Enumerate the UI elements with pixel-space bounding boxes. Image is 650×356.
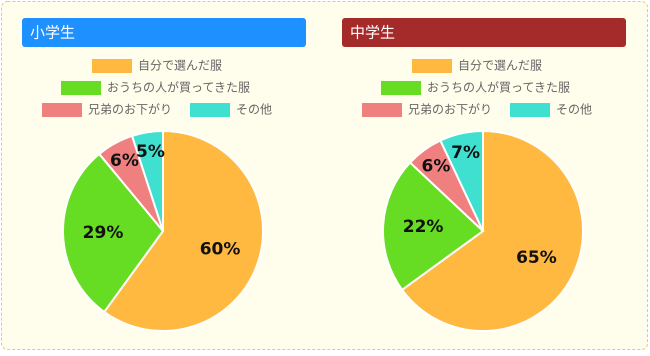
pie-slice bbox=[439, 129, 484, 232]
header bbox=[22, 18, 306, 47]
legend-label: その他 bbox=[236, 103, 272, 117]
legend-label: その他 bbox=[556, 103, 592, 117]
legend-label: 兄弟のお下がり bbox=[408, 102, 492, 117]
header bbox=[342, 18, 626, 47]
pie-slice bbox=[62, 152, 165, 314]
pie-slice bbox=[400, 129, 584, 332]
data-label: 6% bbox=[422, 156, 451, 176]
legend-label: 兄弟のお下がり bbox=[88, 102, 172, 117]
legend-label: おうちの人が買ってきた服 bbox=[107, 80, 250, 95]
data-label: 60% bbox=[200, 240, 241, 260]
data-label: 6% bbox=[110, 151, 139, 171]
legend-swatch bbox=[381, 81, 421, 95]
data-label: 65% bbox=[516, 248, 557, 268]
pie-slice bbox=[130, 129, 164, 232]
legend-swatch bbox=[92, 59, 132, 73]
legend-swatch bbox=[412, 59, 452, 73]
legend-swatch bbox=[510, 103, 550, 117]
data-label: 7% bbox=[451, 143, 480, 163]
pie-slice bbox=[382, 161, 485, 292]
data-label: 29% bbox=[83, 223, 124, 243]
chart-title: 小学生 bbox=[30, 24, 75, 42]
legend-label: 自分で選んだ服 bbox=[458, 59, 542, 73]
legend-label: おうちの人が買ってきた服 bbox=[427, 80, 570, 95]
data-label: 22% bbox=[403, 217, 444, 237]
data-label: 5% bbox=[136, 142, 165, 162]
legend-swatch bbox=[42, 103, 82, 117]
legend-swatch bbox=[61, 81, 101, 95]
pie-slice bbox=[102, 129, 264, 332]
legend-label: 自分で選んだ服 bbox=[138, 59, 222, 73]
chart-title: 中学生 bbox=[350, 24, 395, 42]
legend-swatch bbox=[362, 103, 402, 117]
legend-swatch bbox=[190, 103, 230, 117]
